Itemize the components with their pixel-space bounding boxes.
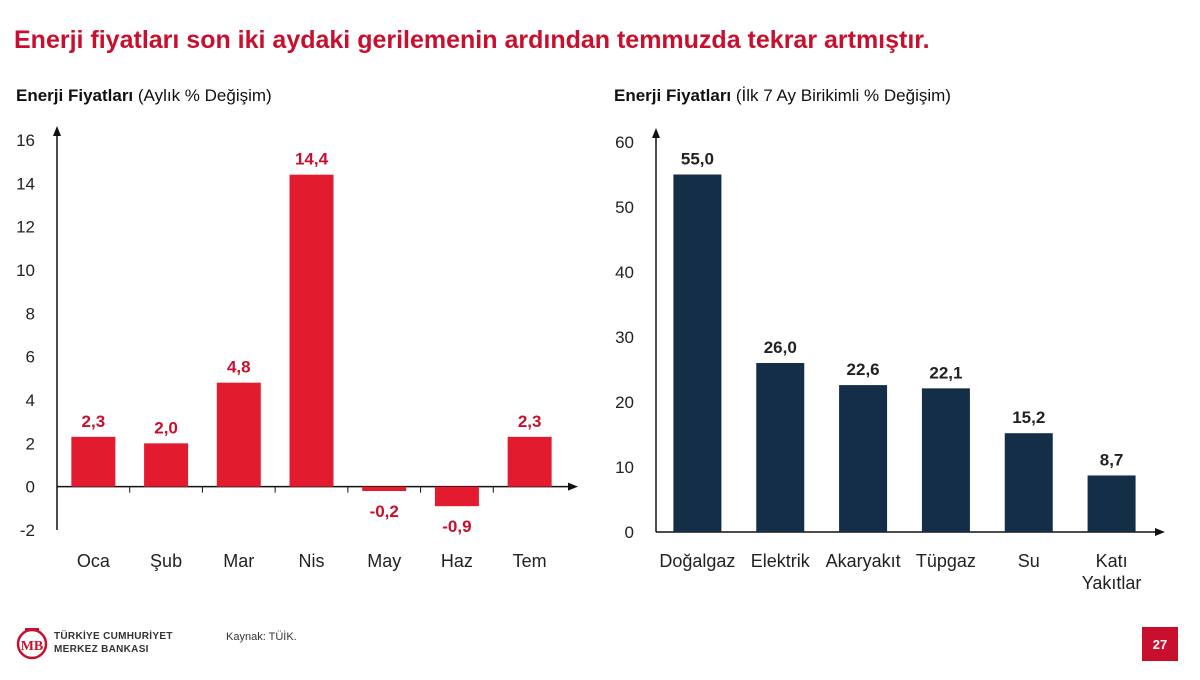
y-tick-label: 0 <box>26 478 35 497</box>
svg-text:MB: MB <box>21 639 44 654</box>
data-label: 2,3 <box>82 412 106 431</box>
left-chart-title-rest: (Aylık % Değişim) <box>133 86 272 105</box>
bar <box>756 363 805 532</box>
source-note: Kaynak: TÜİK. <box>226 631 297 643</box>
y-axis-arrow-0 <box>53 126 61 136</box>
y-tick-label: 40 <box>615 263 634 282</box>
bar <box>673 174 722 532</box>
data-label: 2,0 <box>154 418 178 437</box>
bar <box>921 388 970 532</box>
cbrt-logo-icon: MB <box>16 628 48 660</box>
bar <box>216 382 261 487</box>
y-tick-label: 0 <box>625 523 634 542</box>
y-axis-arrow-1 <box>652 128 660 138</box>
y-tick-label: 60 <box>615 133 634 152</box>
right-chart-title-bold: Enerji Fiyatları <box>614 86 732 105</box>
y-tick-label: 16 <box>16 131 35 150</box>
logo-line2: MERKEZ BANKASI <box>54 644 149 655</box>
category-label: Tüpgaz <box>916 551 976 571</box>
logo-line1: TÜRKİYE CUMHURİYET <box>54 631 173 642</box>
logo-text: TÜRKİYE CUMHURİYET MERKEZ BANKASI <box>54 630 173 656</box>
y-tick-label: -2 <box>20 521 35 540</box>
data-label: 2,3 <box>518 412 542 431</box>
category-label: Yakıtlar <box>1082 573 1142 593</box>
x-axis-arrow-1 <box>1155 528 1165 536</box>
category-label: Haz <box>441 551 473 571</box>
category-label: Su <box>1018 551 1040 571</box>
data-label: 4,8 <box>227 358 251 377</box>
left-chart-title: Enerji Fiyatları (Aylık % Değişim) <box>16 86 272 106</box>
y-tick-label: 20 <box>615 393 634 412</box>
category-label: May <box>367 551 401 571</box>
data-label: 14,4 <box>295 150 329 169</box>
bar <box>71 436 116 487</box>
data-label: -0,9 <box>442 517 471 536</box>
bar <box>362 486 407 491</box>
category-label: Tem <box>513 551 547 571</box>
y-tick-label: 14 <box>16 174 35 193</box>
data-label: 55,0 <box>681 150 714 169</box>
data-label: 8,7 <box>1100 450 1124 469</box>
bar <box>1087 475 1136 532</box>
y-tick-label: 50 <box>615 198 634 217</box>
right-chart-title-rest: (İlk 7 Ay Birikimli % Değişim) <box>731 86 951 105</box>
y-tick-label: 6 <box>26 348 35 367</box>
data-label: 15,2 <box>1012 408 1045 427</box>
data-label: 22,1 <box>929 363 962 382</box>
category-label: Nis <box>299 551 325 571</box>
category-label: Elektrik <box>751 551 811 571</box>
category-label: Katı <box>1096 551 1128 571</box>
bar <box>434 486 479 507</box>
y-tick-label: 30 <box>615 328 634 347</box>
charts-canvas: 1614121086420-22,3Oca2,0Şub4,8Mar14,4Nis… <box>16 126 1165 593</box>
x-axis-arrow-0 <box>568 482 578 491</box>
bar <box>507 436 552 487</box>
bar <box>289 174 334 487</box>
bar <box>144 443 189 487</box>
data-label: -0,2 <box>370 502 399 521</box>
data-label: 26,0 <box>764 338 797 357</box>
bar <box>839 385 888 532</box>
left-chart-title-bold: Enerji Fiyatları <box>16 86 134 105</box>
y-tick-label: 10 <box>615 458 634 477</box>
category-label: Doğalgaz <box>659 551 735 571</box>
right-chart-title: Enerji Fiyatları (İlk 7 Ay Birikimli % D… <box>614 86 951 106</box>
y-tick-label: 8 <box>26 304 35 323</box>
data-label: 22,6 <box>847 360 880 379</box>
y-tick-label: 2 <box>26 434 35 453</box>
y-tick-label: 10 <box>16 261 35 280</box>
y-tick-label: 4 <box>26 391 35 410</box>
category-label: Mar <box>223 551 254 571</box>
bar <box>1004 433 1053 532</box>
headline: Enerji fiyatları son iki aydaki gerileme… <box>14 26 930 54</box>
category-label: Şub <box>150 551 182 571</box>
category-label: Akaryakıt <box>826 551 901 571</box>
category-label: Oca <box>77 551 111 571</box>
y-tick-label: 12 <box>16 218 35 237</box>
page-number: 27 <box>1142 627 1178 661</box>
